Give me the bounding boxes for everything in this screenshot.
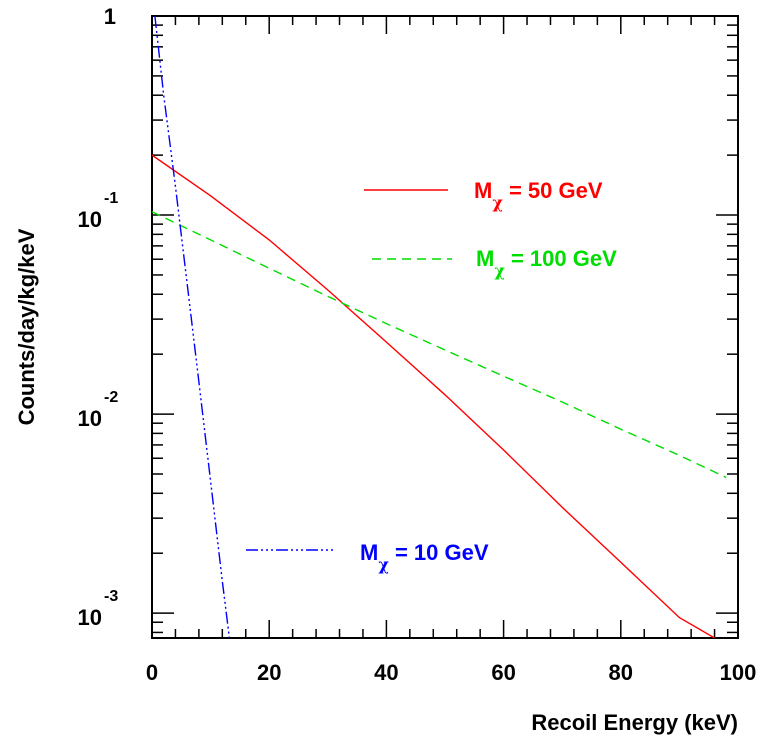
y-tick-exponent: -1 [104, 190, 118, 207]
legend-label: Mχ = 100 GeV [476, 246, 617, 280]
plot-frame [151, 15, 739, 639]
y-tick-label: 10 [78, 207, 102, 232]
series-lines [152, 16, 727, 638]
y-tick-label: 10 [78, 406, 102, 431]
x-tick-label: 40 [374, 660, 398, 685]
axis-ticks [151, 15, 739, 638]
series-line-100gev [152, 211, 727, 479]
legend: Mχ = 50 GeV Mχ = 100 GeV Mχ = 10 GeV [246, 178, 617, 574]
x-tick-label: 20 [257, 660, 281, 685]
legend-item-100gev: Mχ = 100 GeV [372, 246, 617, 280]
y-tick-label: 1 [104, 4, 116, 29]
y-tick-exponent: -3 [104, 588, 118, 605]
y-tick-exponent: -2 [104, 389, 118, 406]
legend-item-50gev: Mχ = 50 GeV [364, 178, 603, 212]
legend-item-10gev: Mχ = 10 GeV [246, 540, 489, 574]
y-axis-title: Counts/day/kg/keV [14, 228, 39, 425]
x-tick-label: 60 [491, 660, 515, 685]
x-tick-label: 100 [720, 660, 757, 685]
series-line-10gev [154, 16, 231, 638]
y-tick-label: 10 [78, 605, 102, 630]
x-tick-label: 80 [609, 660, 633, 685]
series-line-50gev [152, 154, 715, 638]
legend-label: Mχ = 50 GeV [474, 178, 603, 212]
legend-label: Mχ = 10 GeV [360, 540, 489, 574]
x-tick-label: 0 [146, 660, 158, 685]
x-axis-title: Recoil Energy (keV) [531, 710, 738, 735]
